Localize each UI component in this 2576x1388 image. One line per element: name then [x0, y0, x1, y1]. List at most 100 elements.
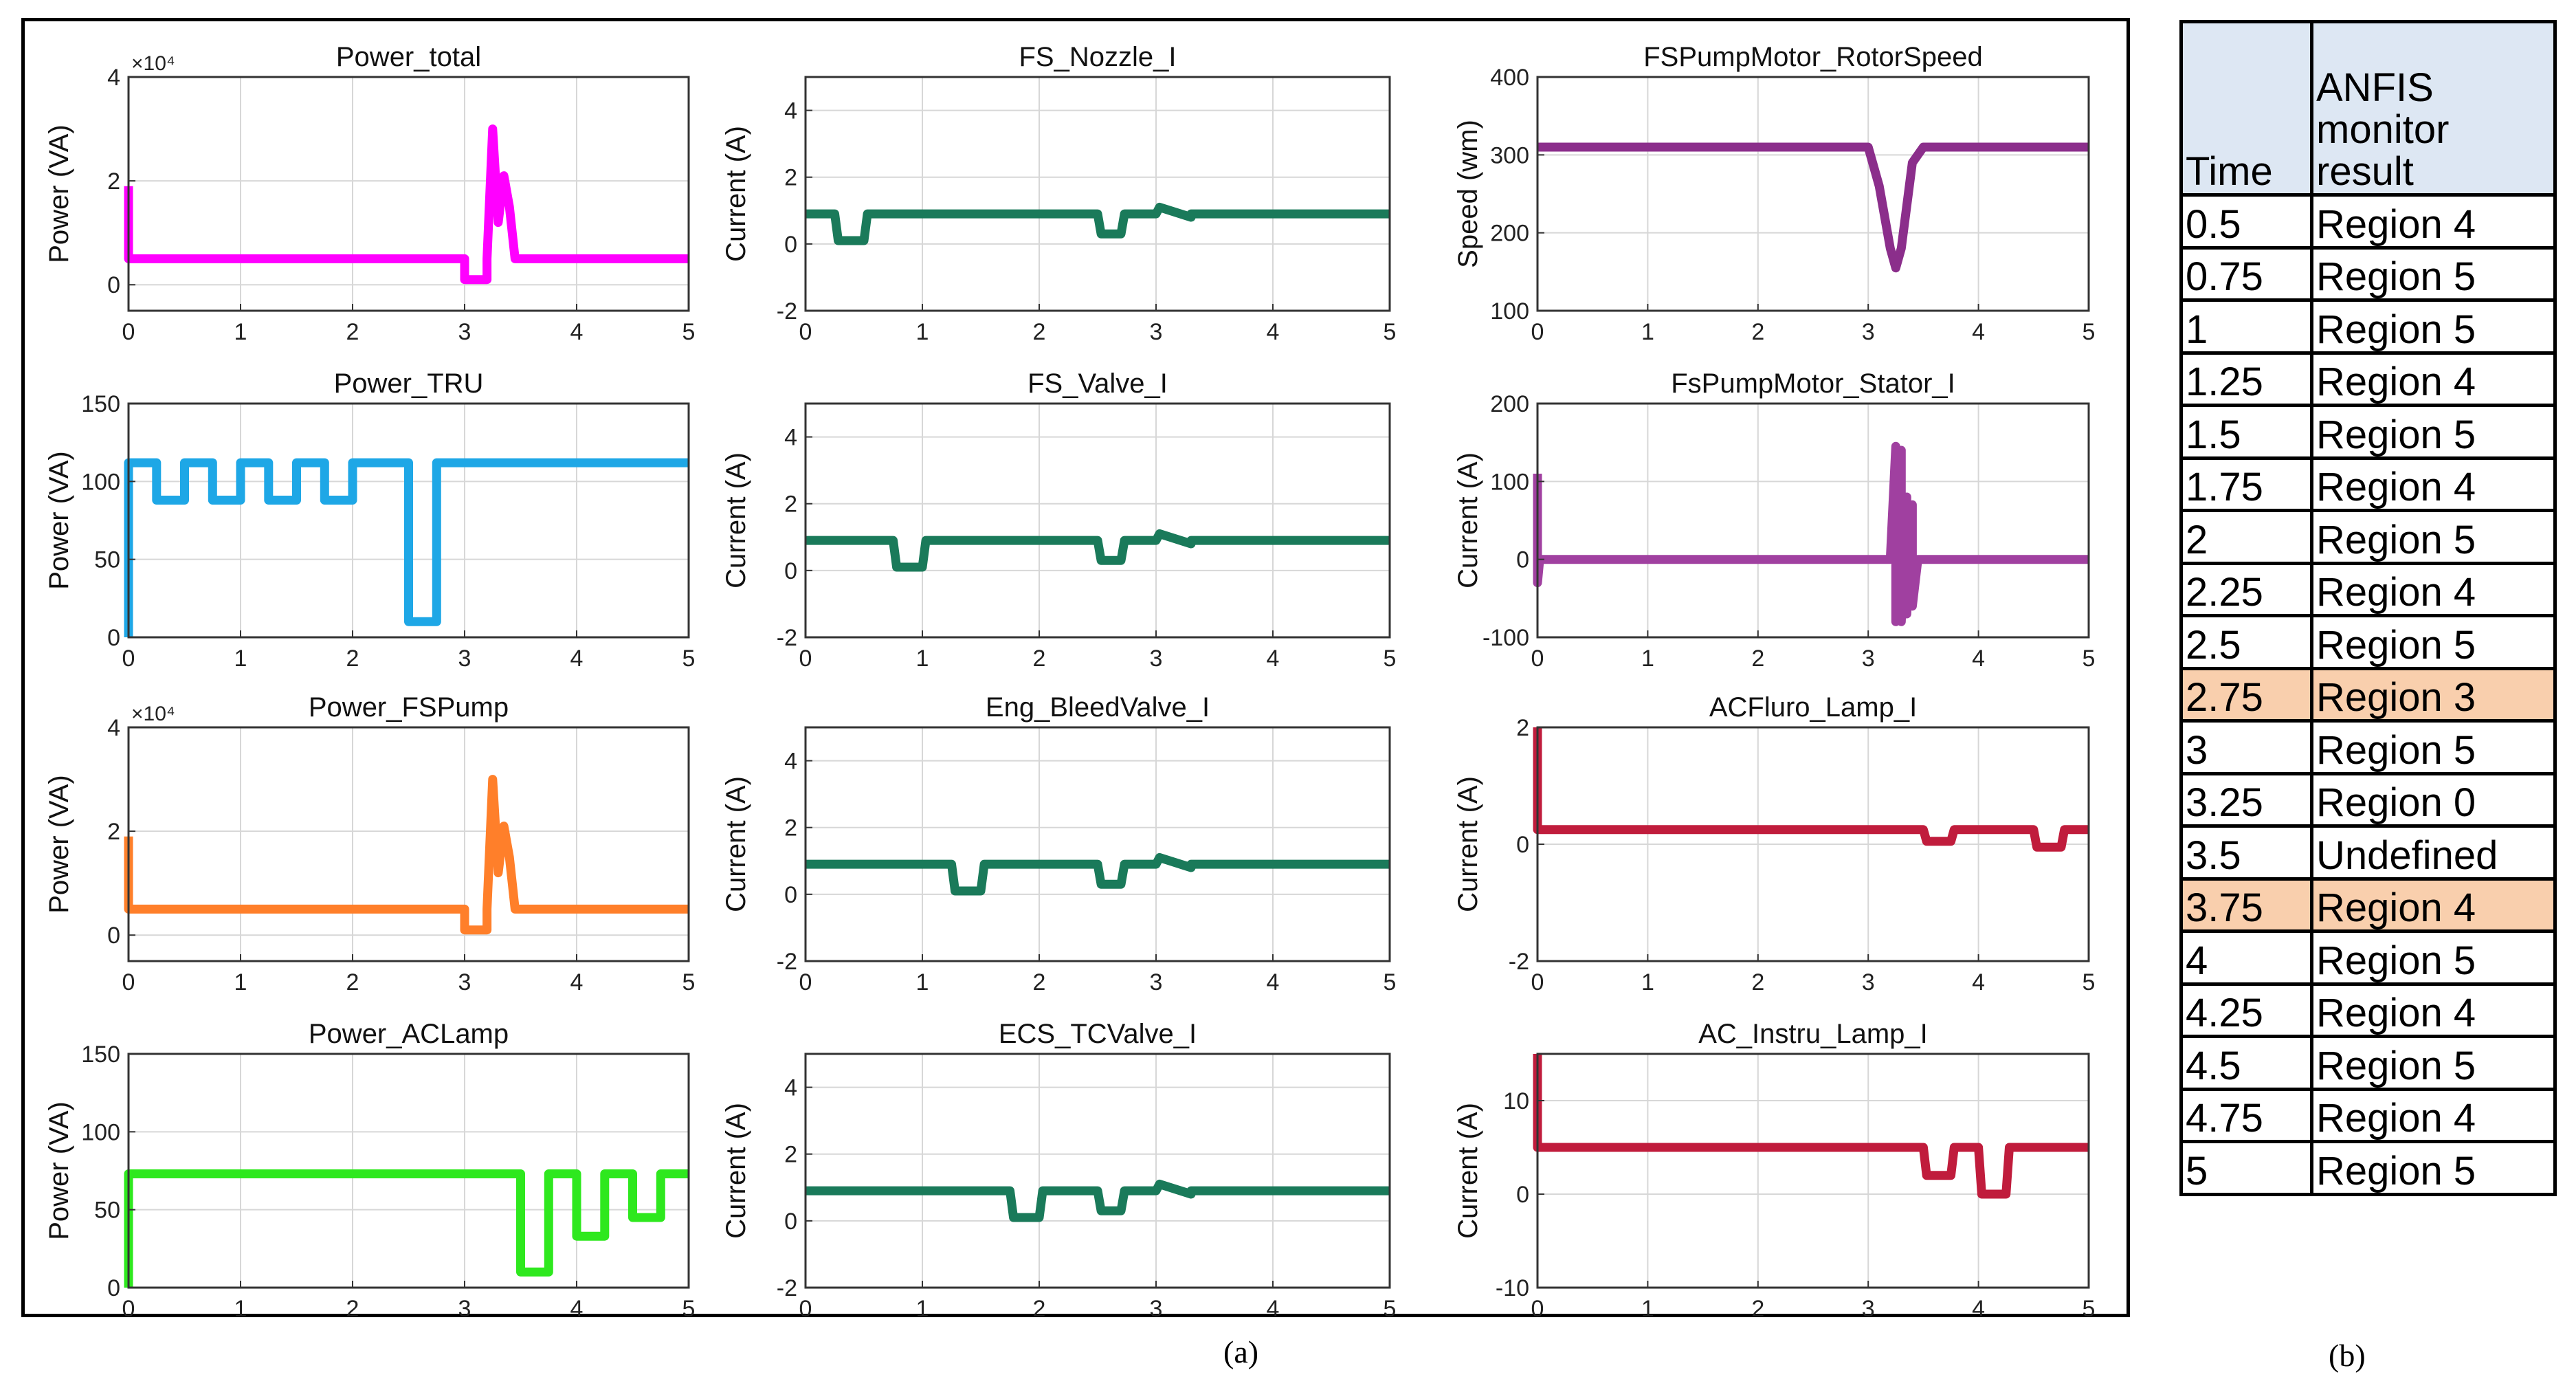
- y-tick-label: 4: [107, 65, 120, 91]
- time-cell: 3.5: [2179, 824, 2313, 881]
- chart-title: Power_ACLamp: [309, 1019, 509, 1049]
- result-cell: Region 4: [2310, 351, 2557, 407]
- y-axis-label: Power (VA): [44, 451, 74, 590]
- x-tick-label: 0: [122, 969, 135, 995]
- table-row: 1.5 Region 5: [2179, 404, 2557, 460]
- table-row: 3.25 Region 0: [2179, 771, 2557, 828]
- y-tick-label: 4: [784, 1075, 797, 1101]
- chart-title: Power_TRU: [334, 368, 484, 399]
- y-tick-label: 2: [784, 492, 797, 518]
- x-tick-label: 2: [1033, 646, 1046, 672]
- time-cell: 1.5: [2179, 404, 2313, 460]
- y-tick-label: 0: [1516, 832, 1529, 858]
- chart-title: Eng_BleedValve_I: [986, 692, 1210, 723]
- y-tick-label: 0: [107, 272, 120, 298]
- x-tick-label: 3: [1862, 1296, 1875, 1322]
- chart-title: FsPumpMotor_Stator_I: [1671, 368, 1955, 399]
- table-row: 3.5 Undefined: [2179, 824, 2557, 881]
- time-cell: 2: [2179, 509, 2313, 565]
- chart-title: ACFluro_Lamp_I: [1709, 692, 1917, 723]
- table-row: 0.75 Region 5: [2179, 245, 2557, 302]
- series-line: [124, 124, 689, 285]
- chart-title: AC_Instru_Lamp_I: [1698, 1019, 1928, 1049]
- table-row: 4.5 Region 5: [2179, 1035, 2557, 1091]
- y-tick-label: 300: [1490, 142, 1529, 168]
- y-axis-label: Power (VA): [44, 775, 74, 914]
- x-tick-label: 1: [1641, 319, 1654, 345]
- y-axis-label: Current (A): [721, 776, 751, 912]
- chart-title: ECS_TCValve_I: [999, 1019, 1197, 1049]
- x-tick-label: 1: [234, 969, 247, 995]
- table-row: 1.25 Region 4: [2179, 351, 2557, 407]
- y-tick-label: 0: [107, 625, 120, 651]
- result-cell: Region 5: [2310, 1140, 2557, 1196]
- time-cell: 4: [2179, 929, 2313, 986]
- y-tick-label: 4: [784, 425, 797, 451]
- x-tick-label: 5: [2083, 969, 2096, 995]
- x-tick-label: 0: [1531, 969, 1544, 995]
- axes-box: [804, 1053, 1391, 1289]
- y-tick-label: 50: [94, 547, 120, 573]
- result-cell: Region 0: [2310, 771, 2557, 828]
- header-result: ANFIS monitor result: [2310, 20, 2557, 197]
- series-line: [806, 529, 1390, 572]
- x-tick-label: 5: [2083, 319, 2096, 345]
- x-tick-label: 2: [346, 319, 359, 345]
- time-cell: 3.25: [2179, 771, 2313, 828]
- y-tick-label: -2: [777, 298, 797, 324]
- x-tick-label: 1: [916, 319, 929, 345]
- result-cell: Region 4: [2310, 877, 2557, 933]
- x-tick-label: 1: [234, 319, 247, 345]
- time-cell: 4.5: [2179, 1035, 2313, 1091]
- x-tick-label: 4: [570, 969, 584, 995]
- y-tick-label: -100: [1483, 625, 1529, 651]
- time-cell: 4.75: [2179, 1087, 2313, 1143]
- x-tick-label: 5: [1384, 319, 1397, 345]
- plot-area: [806, 77, 1390, 311]
- x-tick-label: 2: [1751, 1296, 1764, 1322]
- x-tick-label: 0: [122, 646, 135, 672]
- y-tick-label: 2: [107, 168, 120, 195]
- table-header-row: Time ANFIS monitor result: [2179, 20, 2557, 197]
- x-tick-label: 0: [1531, 646, 1544, 672]
- axes-box: [127, 1053, 690, 1289]
- x-tick-label: 2: [1033, 319, 1046, 345]
- x-tick-label: 0: [122, 319, 135, 345]
- x-tick-label: 2: [1751, 646, 1764, 672]
- result-cell: Region 4: [2310, 456, 2557, 512]
- y-tick-label: 2: [784, 815, 797, 841]
- time-cell: 3: [2179, 719, 2313, 775]
- x-tick-label: 2: [1033, 969, 1046, 995]
- table-row: 5 Region 5: [2179, 1140, 2557, 1196]
- x-tick-label: 1: [916, 969, 929, 995]
- x-tick-label: 2: [1033, 1296, 1046, 1322]
- y-tick-label: 0: [107, 923, 120, 949]
- plot-area: [806, 1054, 1390, 1288]
- y-axis-label: Current (A): [1453, 1103, 1483, 1239]
- table-row: 4 Region 5: [2179, 929, 2557, 986]
- y-tick-label: 4: [107, 715, 120, 741]
- table-row: 4.25 Region 4: [2179, 982, 2557, 1038]
- chart-title: Power_FSPump: [309, 692, 509, 723]
- x-tick-label: 4: [570, 646, 584, 672]
- y-tick-label: 0: [1516, 1182, 1529, 1208]
- result-cell: Region 3: [2310, 666, 2557, 723]
- y-tick-label: 100: [1490, 469, 1529, 495]
- time-cell: 0.5: [2179, 193, 2313, 250]
- y-tick-label: 400: [1490, 65, 1529, 91]
- y-tick-label: 2: [784, 165, 797, 191]
- table-row: 1.75 Region 4: [2179, 456, 2557, 512]
- y-tick-label: 0: [1516, 547, 1529, 573]
- result-cell: Region 5: [2310, 245, 2557, 302]
- y-tick-label: 100: [1490, 298, 1529, 324]
- x-tick-label: 5: [682, 319, 696, 345]
- table-row: 3.75 Region 4: [2179, 877, 2557, 933]
- x-tick-label: 3: [1862, 319, 1875, 345]
- x-tick-label: 1: [1641, 1296, 1654, 1322]
- table-row: 2.25 Region 4: [2179, 561, 2557, 617]
- time-cell: 1.75: [2179, 456, 2313, 512]
- x-tick-label: 1: [234, 1296, 247, 1322]
- y-tick-label: 150: [81, 391, 120, 417]
